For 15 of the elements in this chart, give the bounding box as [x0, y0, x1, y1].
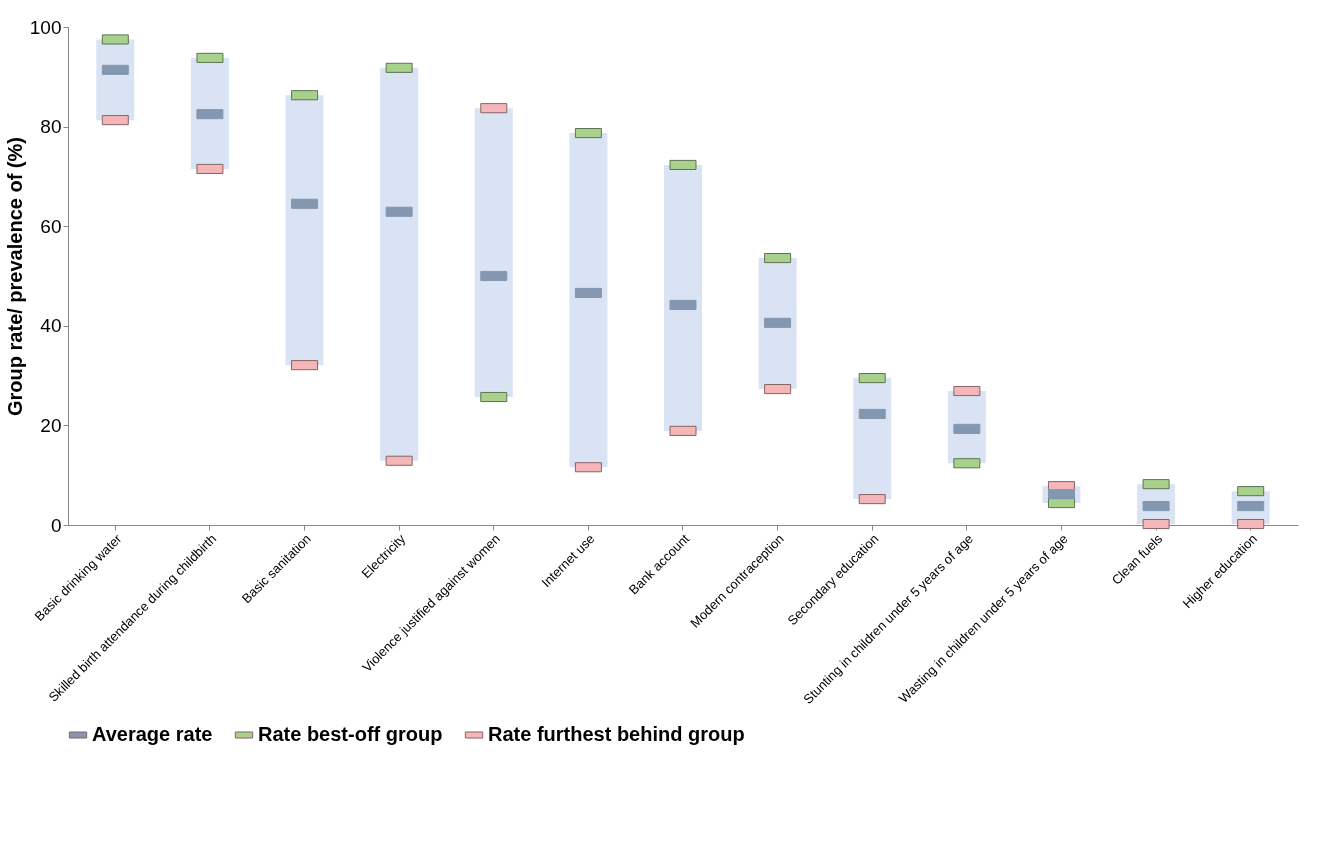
y-tick-label: 20: [40, 414, 62, 436]
y-tick-label: 80: [40, 116, 62, 138]
y-axis-title: Group rate/ prevalence of (%): [3, 137, 26, 416]
legend-label: Rate best-off group: [258, 723, 443, 745]
bar: [380, 67, 419, 461]
bar: [474, 108, 513, 398]
bar: [569, 133, 608, 468]
bar: [664, 164, 702, 431]
y-tick-label: 0: [50, 514, 62, 536]
bar: [285, 95, 324, 366]
y-tick-label: 40: [40, 315, 62, 337]
y-tick-label: 100: [29, 16, 62, 38]
y-tick-label: 60: [40, 215, 62, 237]
legend-label: Average rate: [92, 723, 213, 745]
legend-label: Rate furthest behind group: [488, 723, 745, 745]
